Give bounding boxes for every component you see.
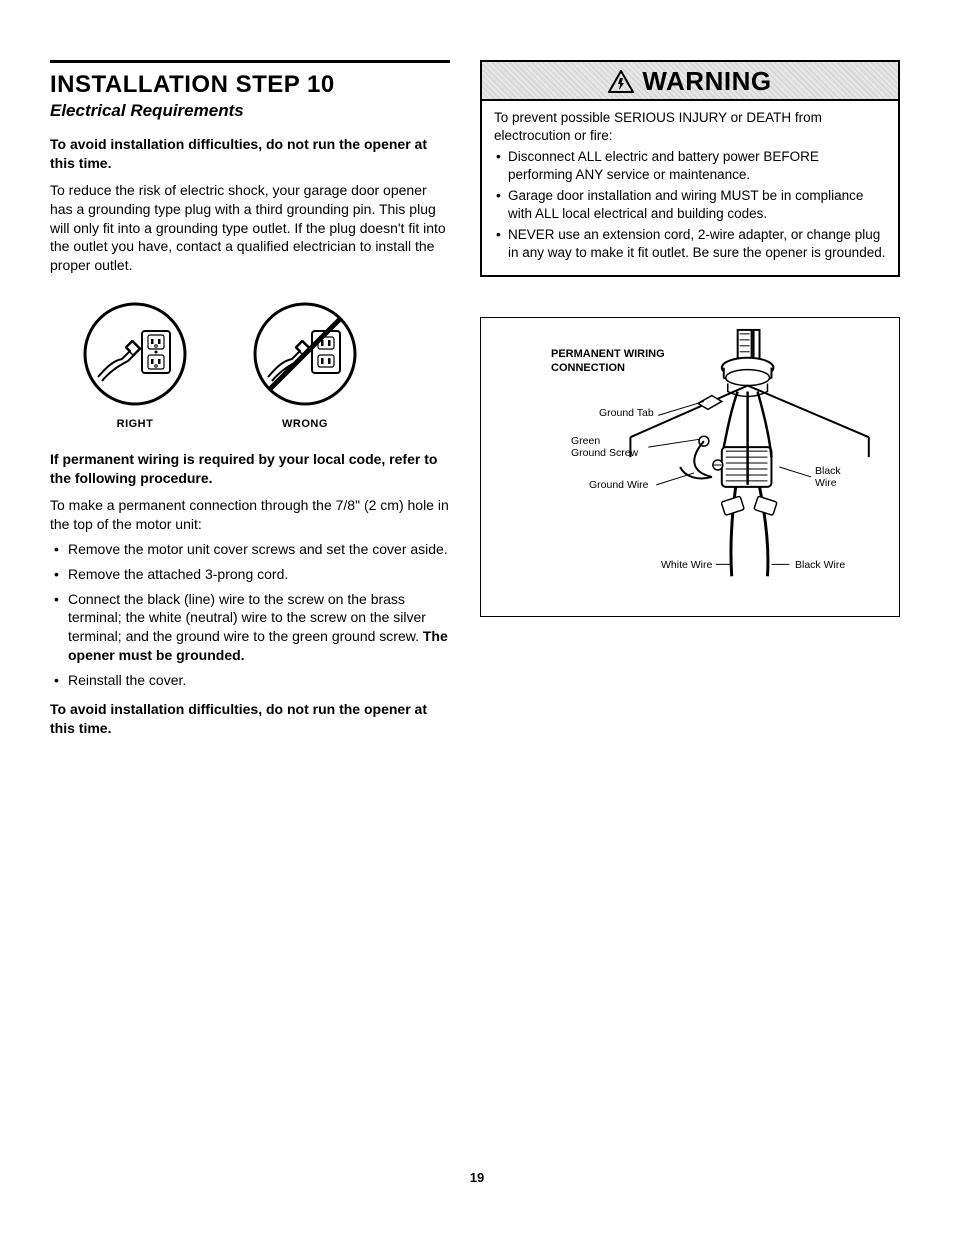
list-item-text: Connect the black (line) wire to the scr…: [68, 591, 426, 645]
list-item: Disconnect ALL electric and battery powe…: [494, 148, 886, 183]
section-rule: [50, 60, 450, 63]
list-item: Reinstall the cover.: [50, 671, 450, 690]
label-green-l2: Ground Screw: [571, 447, 638, 459]
warning-header: WARNING: [482, 62, 898, 101]
warning-body: To prevent possible SERIOUS INJURY or DE…: [482, 101, 898, 275]
list-item: Connect the black (line) wire to the scr…: [50, 590, 450, 666]
plug-wrong-label: WRONG: [240, 418, 370, 430]
plug-wrong-icon: [250, 299, 360, 409]
page-number: 19: [0, 1170, 954, 1185]
label-ground-tab: Ground Tab: [599, 408, 654, 420]
procedure-heading: If permanent wiring is required by your …: [50, 450, 450, 488]
plug-right: RIGHT: [70, 299, 200, 430]
wiring-figure: PERMANENT WIRING CONNECTION: [480, 317, 900, 617]
warning-box: WARNING To prevent possible SERIOUS INJU…: [480, 60, 900, 277]
label-ground-wire: Ground Wire: [589, 480, 649, 492]
list-item: NEVER use an extension cord, 2-wire adap…: [494, 226, 886, 261]
warning-triangle-icon: [608, 70, 634, 94]
label-black-wire: Black Wire: [795, 560, 845, 572]
step-title: INSTALLATION STEP 10: [50, 71, 450, 99]
label-black-top-l1: Black: [815, 465, 841, 477]
warning-title: WARNING: [642, 66, 771, 97]
warning-intro: To prevent possible SERIOUS INJURY or DE…: [494, 109, 886, 144]
label-black-wire-top: Black Wire: [815, 466, 841, 489]
intro-bold: To avoid installation difficulties, do n…: [50, 135, 450, 173]
plug-right-icon: [80, 299, 190, 409]
label-green-l1: Green: [571, 435, 600, 447]
plug-figure: RIGHT WRONG: [70, 299, 450, 430]
subtitle: Electrical Requirements: [50, 101, 450, 121]
label-white-wire: White Wire: [661, 560, 712, 572]
list-item: Remove the motor unit cover screws and s…: [50, 540, 450, 559]
right-column: WARNING To prevent possible SERIOUS INJU…: [480, 60, 900, 746]
plug-wrong: WRONG: [240, 299, 370, 430]
procedure-list: Remove the motor unit cover screws and s…: [50, 540, 450, 690]
intro-para: To reduce the risk of electric shock, yo…: [50, 181, 450, 275]
list-item: Remove the attached 3-prong cord.: [50, 565, 450, 584]
page-content: INSTALLATION STEP 10 Electrical Requirem…: [50, 60, 904, 746]
list-item: Garage door installation and wiring MUST…: [494, 187, 886, 222]
plug-right-label: RIGHT: [70, 418, 200, 430]
procedure-intro: To make a permanent connection through t…: [50, 496, 450, 534]
left-column: INSTALLATION STEP 10 Electrical Requirem…: [50, 60, 450, 746]
label-green-screw: Green Ground Screw: [571, 436, 638, 459]
warning-list: Disconnect ALL electric and battery powe…: [494, 148, 886, 261]
closing-bold: To avoid installation difficulties, do n…: [50, 700, 450, 738]
label-black-top-l2: Wire: [815, 477, 837, 489]
